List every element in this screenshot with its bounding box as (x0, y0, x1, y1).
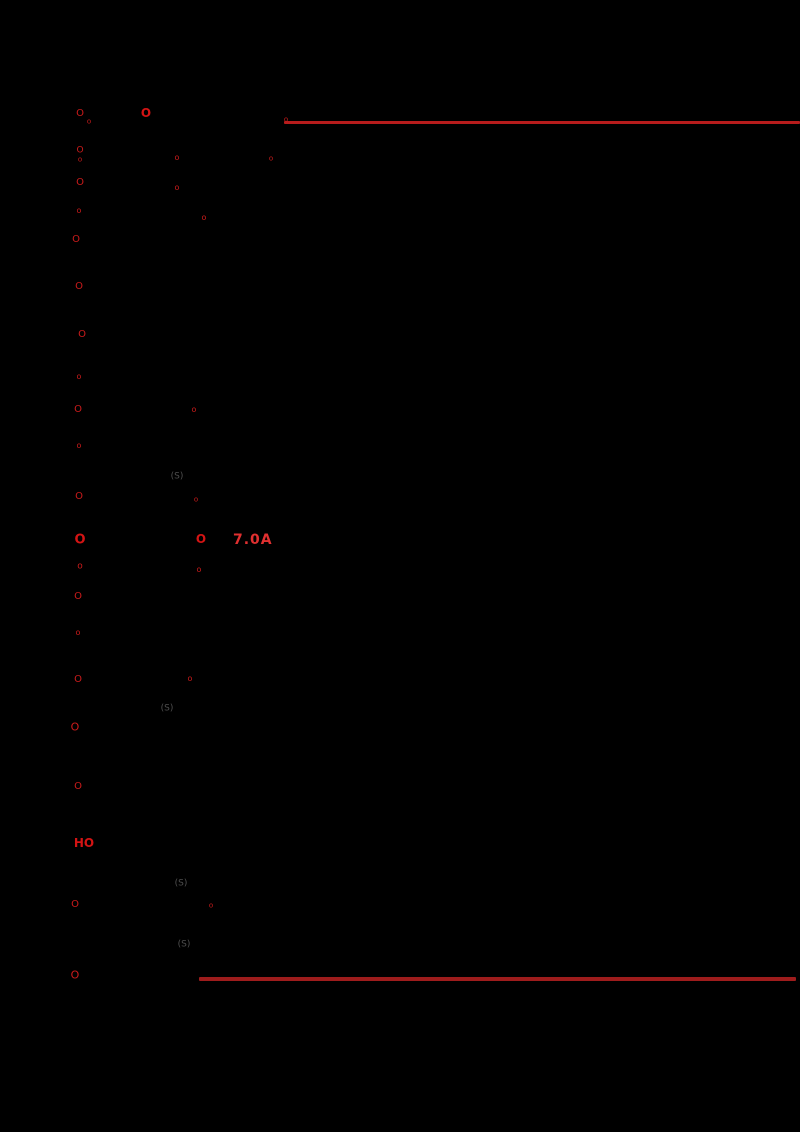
atom-label: o (283, 115, 289, 124)
atom-label: o (174, 153, 180, 162)
stereo-label: (S) (177, 939, 191, 950)
atom-label: O (78, 329, 86, 340)
stereo-label: (S) (170, 471, 184, 482)
atom-label: o (77, 155, 83, 164)
atom-label: O (70, 968, 80, 982)
atom-label: O (140, 106, 152, 120)
stereo-label: (S) (160, 703, 174, 714)
atom-label: O (76, 177, 84, 188)
atom-label: O (71, 899, 79, 910)
atom-label: o (77, 561, 83, 572)
atom-label: o (86, 117, 92, 126)
atom-label: O (70, 720, 80, 734)
atom-label: o (193, 495, 199, 504)
atom-label: O (74, 591, 82, 602)
atom-label: O (74, 674, 82, 685)
atom-label: o (208, 901, 214, 910)
atom-label: o (191, 405, 197, 414)
atom-label: O (74, 532, 86, 548)
atom-label: o (76, 441, 82, 450)
atom-label: HO (73, 836, 95, 850)
stereo-label: (S) (174, 878, 188, 889)
atom-label: o (75, 628, 81, 637)
atom-label: o (196, 565, 202, 574)
atom-label: O (75, 281, 83, 292)
atom-label: o (201, 213, 207, 222)
atom-label: o (76, 372, 82, 381)
header-rule-line (284, 121, 800, 124)
footer-rule-line (199, 977, 796, 981)
atom-label: O (75, 491, 83, 502)
annotation-text: 7.0A (233, 532, 273, 548)
atom-label: o (268, 154, 274, 163)
atom-label: o (187, 674, 193, 683)
atom-label: o (174, 183, 180, 192)
atom-label: O (72, 234, 80, 245)
atom-label: O (74, 404, 82, 415)
atom-label: O (74, 781, 82, 792)
atom-label: o (76, 206, 82, 215)
atom-label: O (195, 532, 207, 546)
atom-label: O (76, 108, 84, 119)
atom-label: O (76, 145, 84, 156)
